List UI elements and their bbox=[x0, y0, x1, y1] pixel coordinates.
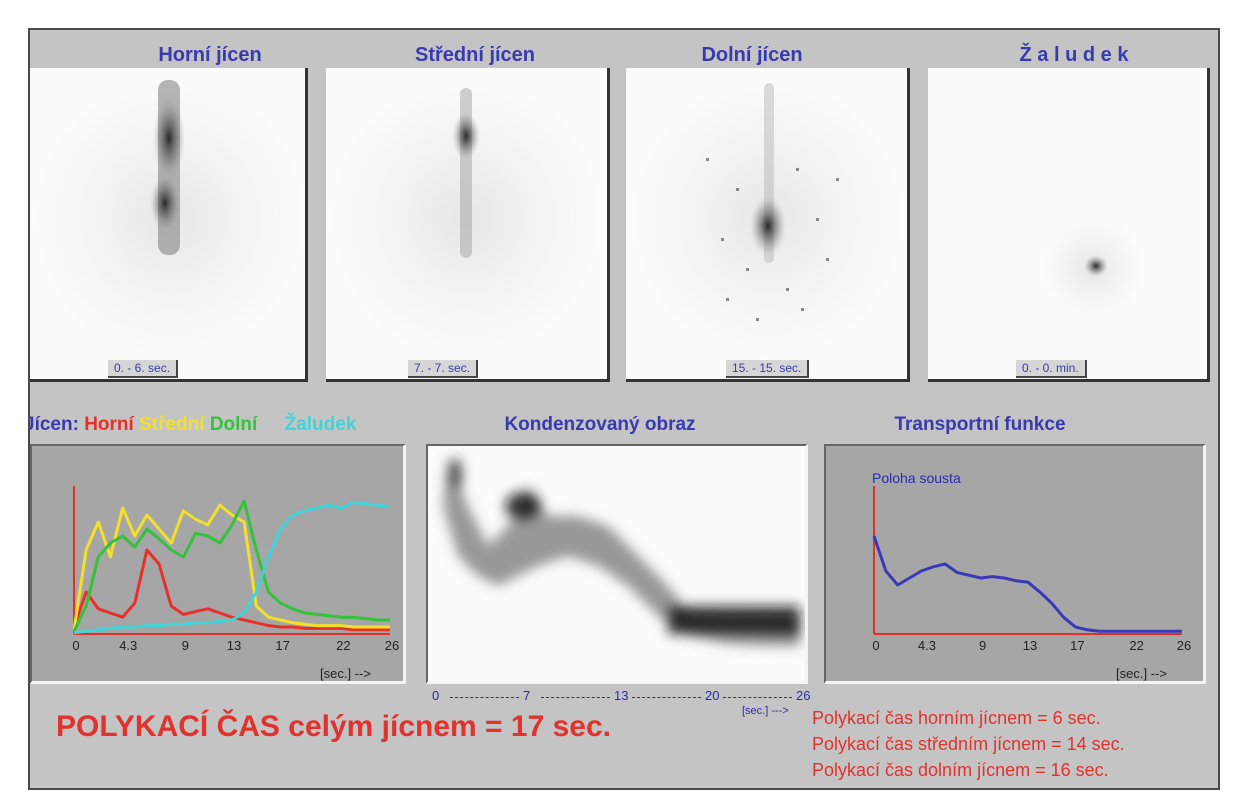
series-line-2 bbox=[72, 499, 390, 632]
legend-prefix: Jícen: bbox=[28, 414, 79, 435]
scan-panel-stomach: 0. - 0. min. bbox=[928, 68, 1210, 382]
x-tick-label: 9 bbox=[181, 638, 189, 653]
x-tick-label: 0 bbox=[72, 638, 80, 653]
transport-title: Transportní funkce bbox=[894, 414, 1066, 435]
x-tick-label: 4.3 bbox=[119, 638, 138, 653]
time-label-middle: 7. - 7. sec. bbox=[408, 360, 479, 378]
activity-curves-panel: 0 4.3 9 13 17 22 26 [sec.] --> bbox=[30, 444, 406, 684]
x-tick-label: 17 bbox=[1070, 638, 1085, 653]
scan-image-upper bbox=[35, 78, 305, 358]
condensed-image-panel bbox=[426, 444, 808, 684]
x-tick-label: 22 bbox=[1129, 638, 1144, 653]
condensed-image bbox=[443, 456, 800, 646]
scan-image-lower bbox=[633, 78, 903, 358]
condensed-axis-dash bbox=[541, 697, 610, 698]
scan-image-stomach bbox=[1043, 218, 1143, 318]
time-label-upper: 0. - 6. sec. bbox=[108, 360, 179, 378]
activity-curves-chart bbox=[72, 486, 391, 635]
swallow-time-upper: Polykací čas horním jícnem = 6 sec. bbox=[812, 708, 1101, 728]
time-label-lower: 15. - 15. sec. bbox=[726, 360, 810, 378]
condensed-axis-dash bbox=[450, 697, 519, 698]
curve-legend: Jícen: Horní Střední Dolní Žaludek bbox=[28, 414, 357, 436]
legend-item-stomach: Žaludek bbox=[284, 414, 357, 435]
time-label-stomach: 0. - 0. min. bbox=[1016, 360, 1087, 378]
scan-panel-upper: 0. - 6. sec. bbox=[30, 68, 308, 382]
x-tick-label: 26 bbox=[1176, 638, 1192, 653]
condensed-tick-label: 7 bbox=[523, 688, 531, 703]
series-line-1 bbox=[72, 503, 390, 631]
series-line-0 bbox=[72, 548, 390, 632]
condensed-tick-label: 20 bbox=[705, 688, 720, 703]
scan-image-middle bbox=[331, 78, 601, 358]
x-tick-label: 22 bbox=[336, 638, 351, 653]
scan-panel-lower: 15. - 15. sec. bbox=[626, 68, 910, 382]
condensed-tick-label: 13 bbox=[614, 688, 629, 703]
condensed-tick-label: 0 bbox=[432, 688, 440, 703]
condensed-axis-dash bbox=[723, 697, 792, 698]
legend-item-upper: Horní bbox=[84, 414, 134, 435]
scintigraphy-window: Horní jícen Střední jícen Dolní jícen Ž … bbox=[28, 28, 1220, 790]
x-tick-label: 13 bbox=[1022, 638, 1038, 653]
x-tick-label: 26 bbox=[384, 638, 400, 653]
x-tick-label: 17 bbox=[275, 638, 290, 653]
series-line-3 bbox=[73, 500, 391, 635]
legend-item-lower: Dolní bbox=[209, 414, 258, 435]
transport-function-chart bbox=[872, 486, 1182, 635]
x-tick-label: 4.3 bbox=[917, 638, 936, 653]
panel-title-lower: Dolní jícen bbox=[701, 44, 803, 66]
total-swallow-time: POLYKACÍ ČAS celým jícnem = 17 sec. bbox=[56, 710, 611, 743]
transport-axis-unit: [sec.] --> bbox=[1116, 666, 1167, 681]
panel-title-stomach: Ž a l u d e k bbox=[1019, 44, 1129, 66]
panel-title-middle: Střední jícen bbox=[414, 44, 536, 66]
x-tick-label: 9 bbox=[978, 638, 987, 653]
curves-axis-unit: [sec.] --> bbox=[320, 666, 371, 681]
legend-item-middle: Střední bbox=[139, 414, 205, 435]
condensed-axis-unit: [sec.] ---> bbox=[742, 705, 789, 717]
swallow-time-middle: Polykací čas středním jícnem = 14 sec. bbox=[812, 734, 1125, 754]
scan-panel-middle: 7. - 7. sec. bbox=[326, 68, 610, 382]
series-line-0 bbox=[872, 535, 1182, 633]
transport-function-panel: Poloha sousta 0 4.3 9 13 17 22 26 [sec.] --> bbox=[824, 444, 1206, 684]
x-tick-label: 0 bbox=[872, 638, 880, 653]
condensed-title: Kondenzovaný obraz bbox=[504, 414, 696, 435]
condensed-axis-dash bbox=[632, 697, 701, 698]
condensed-tick-label: 26 bbox=[796, 688, 811, 703]
x-tick-label: 13 bbox=[226, 638, 242, 653]
swallow-time-lower: Polykací čas dolním jícnem = 16 sec. bbox=[812, 760, 1109, 780]
transport-series-label: Poloha sousta bbox=[872, 470, 961, 486]
panel-title-upper: Horní jícen bbox=[158, 44, 262, 66]
